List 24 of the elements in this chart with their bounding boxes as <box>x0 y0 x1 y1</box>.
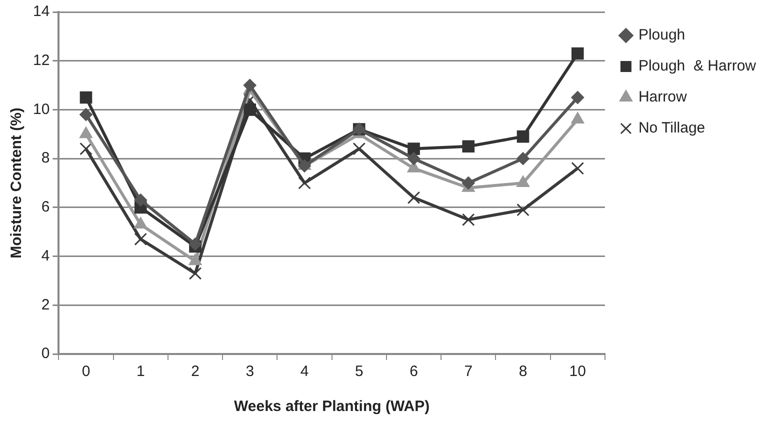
x-tick-label: 1 <box>136 363 145 380</box>
x-tick-label: 8 <box>518 363 528 380</box>
x-axis-title: Weeks after Planting (WAP) <box>234 398 430 416</box>
x-tick-label: 3 <box>246 363 254 380</box>
y-tick-label: 4 <box>41 247 50 264</box>
legend-label: No Tillage <box>638 120 706 137</box>
y-tick-label: 6 <box>41 198 50 216</box>
y-axis-title: Moisture Content (%) <box>8 108 26 258</box>
y-tick-label: 14 <box>32 3 50 20</box>
x-tick-label: 7 <box>464 363 473 380</box>
x-tick-label: 0 <box>82 363 90 380</box>
legend-label: Harrow <box>638 88 687 106</box>
x-tick-label: 2 <box>191 363 200 380</box>
y-tick-label: 12 <box>32 52 50 69</box>
legend-label: Plough <box>638 26 686 44</box>
y-tick-label: 10 <box>32 100 50 118</box>
legend-label: Plough & Harrow <box>638 58 756 75</box>
y-tick-label: 2 <box>41 296 50 314</box>
y-tick-label: 0 <box>41 345 50 362</box>
x-tick-label: 6 <box>410 363 418 380</box>
x-tick-label: 10 <box>569 363 586 380</box>
y-tick-label: 8 <box>41 150 50 167</box>
x-tick-label: 5 <box>354 363 364 380</box>
x-tick-label: 4 <box>300 363 309 380</box>
